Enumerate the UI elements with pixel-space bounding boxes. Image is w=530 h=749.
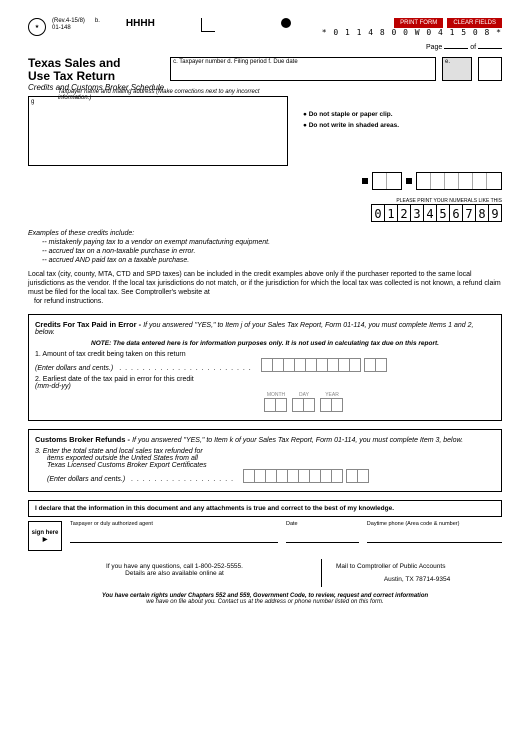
- declaration-text: I declare that the information in this d…: [28, 500, 502, 517]
- sign-here-box: sign here ▶: [28, 521, 62, 551]
- instruction-notes: Do not staple or paper clip. Do not writ…: [303, 111, 399, 166]
- item1-amount-input[interactable]: [262, 358, 387, 372]
- numeral-example: 0 1 2 3 4 5 6 7 8 9: [28, 204, 502, 222]
- signature-field[interactable]: Taxpayer or duly authorized agent: [70, 521, 278, 543]
- form-revision: (Rev.4-15/8) 01-148: [52, 18, 85, 31]
- blank-box-1[interactable]: [478, 57, 502, 81]
- marker-sq-icon: [362, 178, 368, 184]
- field-e-box: e.: [442, 57, 472, 81]
- arrow-icon: ▶: [43, 536, 48, 543]
- corner-mark-icon: [201, 18, 215, 32]
- marker-sq-icon: [406, 178, 412, 184]
- clear-fields-button[interactable]: CLEAR FIELDS: [447, 18, 502, 28]
- date-field[interactable]: Date: [286, 521, 359, 543]
- hhhh-code: HHHH: [126, 18, 155, 29]
- page-indicator: Page of: [28, 41, 502, 51]
- form-title: Texas Sales and Use Tax Return Credits a…: [28, 57, 164, 92]
- section2-title: Customs Broker Refunds - If you answered…: [35, 435, 495, 444]
- digit-entry-2[interactable]: [416, 172, 502, 190]
- item-2: 2. Earliest date of the tax paid in erro…: [35, 376, 495, 412]
- section1-title: Credits For Tax Paid in Error - If you a…: [35, 320, 495, 336]
- state-seal-icon: ★: [28, 18, 46, 36]
- footer-mail-to: Mail to Comptroller of Public Accounts A…: [332, 559, 502, 587]
- digit-entry-1[interactable]: [372, 172, 402, 190]
- field-b-label: b.: [95, 18, 100, 24]
- barcode: * 0 1 1 4 8 0 0 W 0 4 1 5 0 8 *: [322, 28, 502, 37]
- section-credits-error: Credits For Tax Paid in Error - If you a…: [28, 314, 502, 421]
- print-form-button[interactable]: PRINT FORM: [394, 18, 443, 28]
- item3-amount-input[interactable]: [244, 469, 369, 483]
- black-dot-icon: [281, 18, 291, 28]
- item2-date-input[interactable]: MONTH DAY YEAR: [265, 392, 495, 412]
- taxpayer-filing-box[interactable]: c. Taxpayer number d. Filing period f. D…: [170, 57, 436, 81]
- examples-text: Examples of these credits include: -- mi…: [28, 230, 502, 306]
- phone-field[interactable]: Daytime phone (Area code & number): [367, 521, 502, 543]
- rights-notice: You have certain rights under Chapters 5…: [28, 593, 502, 605]
- item-3: 3. Enter the total state and local sales…: [35, 448, 495, 483]
- footer-contact: If you have any questions, call 1-800-25…: [28, 559, 322, 587]
- section-customs-broker: Customs Broker Refunds - If you answered…: [28, 429, 502, 492]
- section1-note: NOTE: The data entered here is for infor…: [35, 340, 495, 347]
- address-box[interactable]: g: [28, 96, 288, 166]
- item-1: 1. Amount of tax credit being taken on t…: [35, 351, 495, 372]
